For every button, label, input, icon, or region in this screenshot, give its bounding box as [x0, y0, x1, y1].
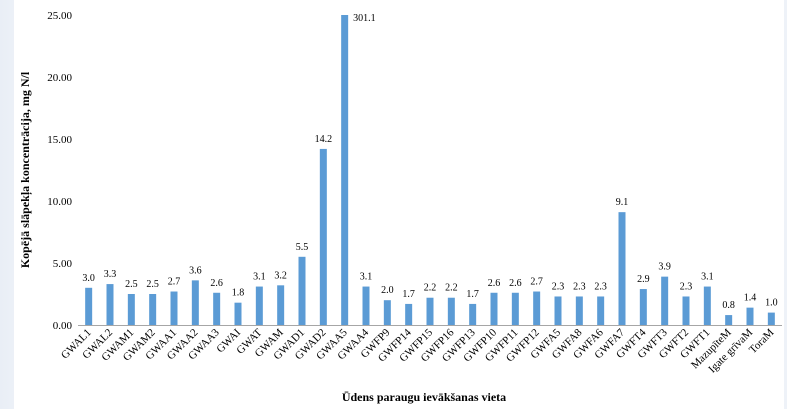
y-axis: 0.00 5.00 10.00 15.00 20.00 25.00 [47, 10, 782, 332]
y-tick-label: 20.00 [47, 72, 72, 84]
bar [85, 287, 93, 325]
bar [746, 307, 754, 325]
bar [490, 292, 498, 325]
data-label: 2.6 [488, 278, 501, 289]
bar [533, 291, 541, 325]
bar [191, 280, 199, 325]
x-axis-title: Ūdens paraugu ievākšanas vieta [342, 390, 506, 404]
data-label: 301.1 [353, 13, 376, 24]
bar [149, 294, 157, 325]
data-label: 2.2 [424, 283, 437, 294]
bar [554, 296, 562, 325]
data-label: 5.5 [296, 242, 309, 253]
data-label: 1.7 [402, 289, 415, 300]
bar [703, 286, 711, 325]
y-tick-label: 0.00 [53, 320, 73, 332]
data-label: 0.8 [722, 300, 735, 311]
bar [639, 289, 647, 325]
data-label: 2.0 [381, 285, 394, 296]
y-tick-label: 25.00 [47, 10, 72, 22]
data-label: 2.7 [168, 277, 181, 288]
bar [319, 148, 327, 325]
data-labels-group: 3.0 3.3 2.5 2.5 2.7 3.6 2.6 1.8 3.1 3.2 5.5 14.2 301… [82, 13, 777, 311]
bar [383, 300, 391, 325]
bar [362, 286, 370, 325]
data-label: 3.1 [253, 272, 266, 283]
data-label: 9.1 [616, 197, 629, 208]
data-label: 2.9 [637, 274, 650, 285]
bar [234, 302, 242, 325]
bar [106, 284, 114, 325]
chart-area [14, 0, 784, 409]
bar [661, 276, 669, 325]
data-label: 2.5 [125, 279, 138, 290]
data-label: 2.7 [530, 277, 543, 288]
data-label: 3.2 [274, 270, 287, 281]
data-label: 2.2 [445, 283, 458, 294]
bar [469, 303, 477, 325]
bar [255, 286, 263, 325]
bar [575, 296, 583, 325]
data-label: 3.1 [701, 272, 714, 283]
bar [618, 212, 626, 325]
data-label: 2.3 [573, 281, 586, 292]
bar [511, 292, 519, 325]
data-label: 1.8 [232, 288, 245, 299]
data-label: 3.9 [658, 262, 671, 273]
bar [767, 312, 775, 325]
bar [277, 285, 285, 325]
y-tick-label: 10.00 [47, 196, 72, 208]
x-tick-label: ToraM [747, 326, 777, 356]
data-label: 2.6 [509, 278, 522, 289]
data-label: 1.4 [744, 293, 757, 304]
bar [298, 256, 306, 325]
data-label: 2.6 [210, 278, 223, 289]
data-label: 1.7 [466, 289, 479, 300]
data-label: 2.3 [680, 281, 693, 292]
data-label: 14.2 [315, 134, 333, 145]
data-label: 3.1 [360, 272, 373, 283]
data-label: 1.0 [765, 298, 778, 309]
data-label: 2.3 [594, 281, 607, 292]
data-label: 2.3 [552, 281, 565, 292]
y-tick-label: 15.00 [47, 134, 72, 146]
bar [682, 296, 690, 325]
bar [597, 296, 605, 325]
x-tick-labels-group: GWAL1GWAL2GWAM1GWAM2GWAA1GWAA2GWAA3GWAIG… [59, 326, 777, 375]
data-label: 3.6 [189, 265, 202, 276]
bar [426, 297, 434, 325]
data-label: 3.3 [104, 269, 117, 280]
bars-group [85, 15, 775, 325]
data-label: 2.5 [146, 279, 159, 290]
data-label: 3.0 [82, 273, 95, 284]
bar [170, 291, 178, 325]
y-tick-label: 5.00 [53, 258, 73, 270]
y-axis-title: Kopējā slāpekļa koncentrācija, mg N/l [18, 71, 33, 268]
bar [213, 292, 221, 325]
bar [447, 297, 455, 325]
bar [725, 315, 733, 325]
bar [341, 15, 349, 325]
bar [127, 294, 135, 325]
bar [405, 303, 413, 325]
